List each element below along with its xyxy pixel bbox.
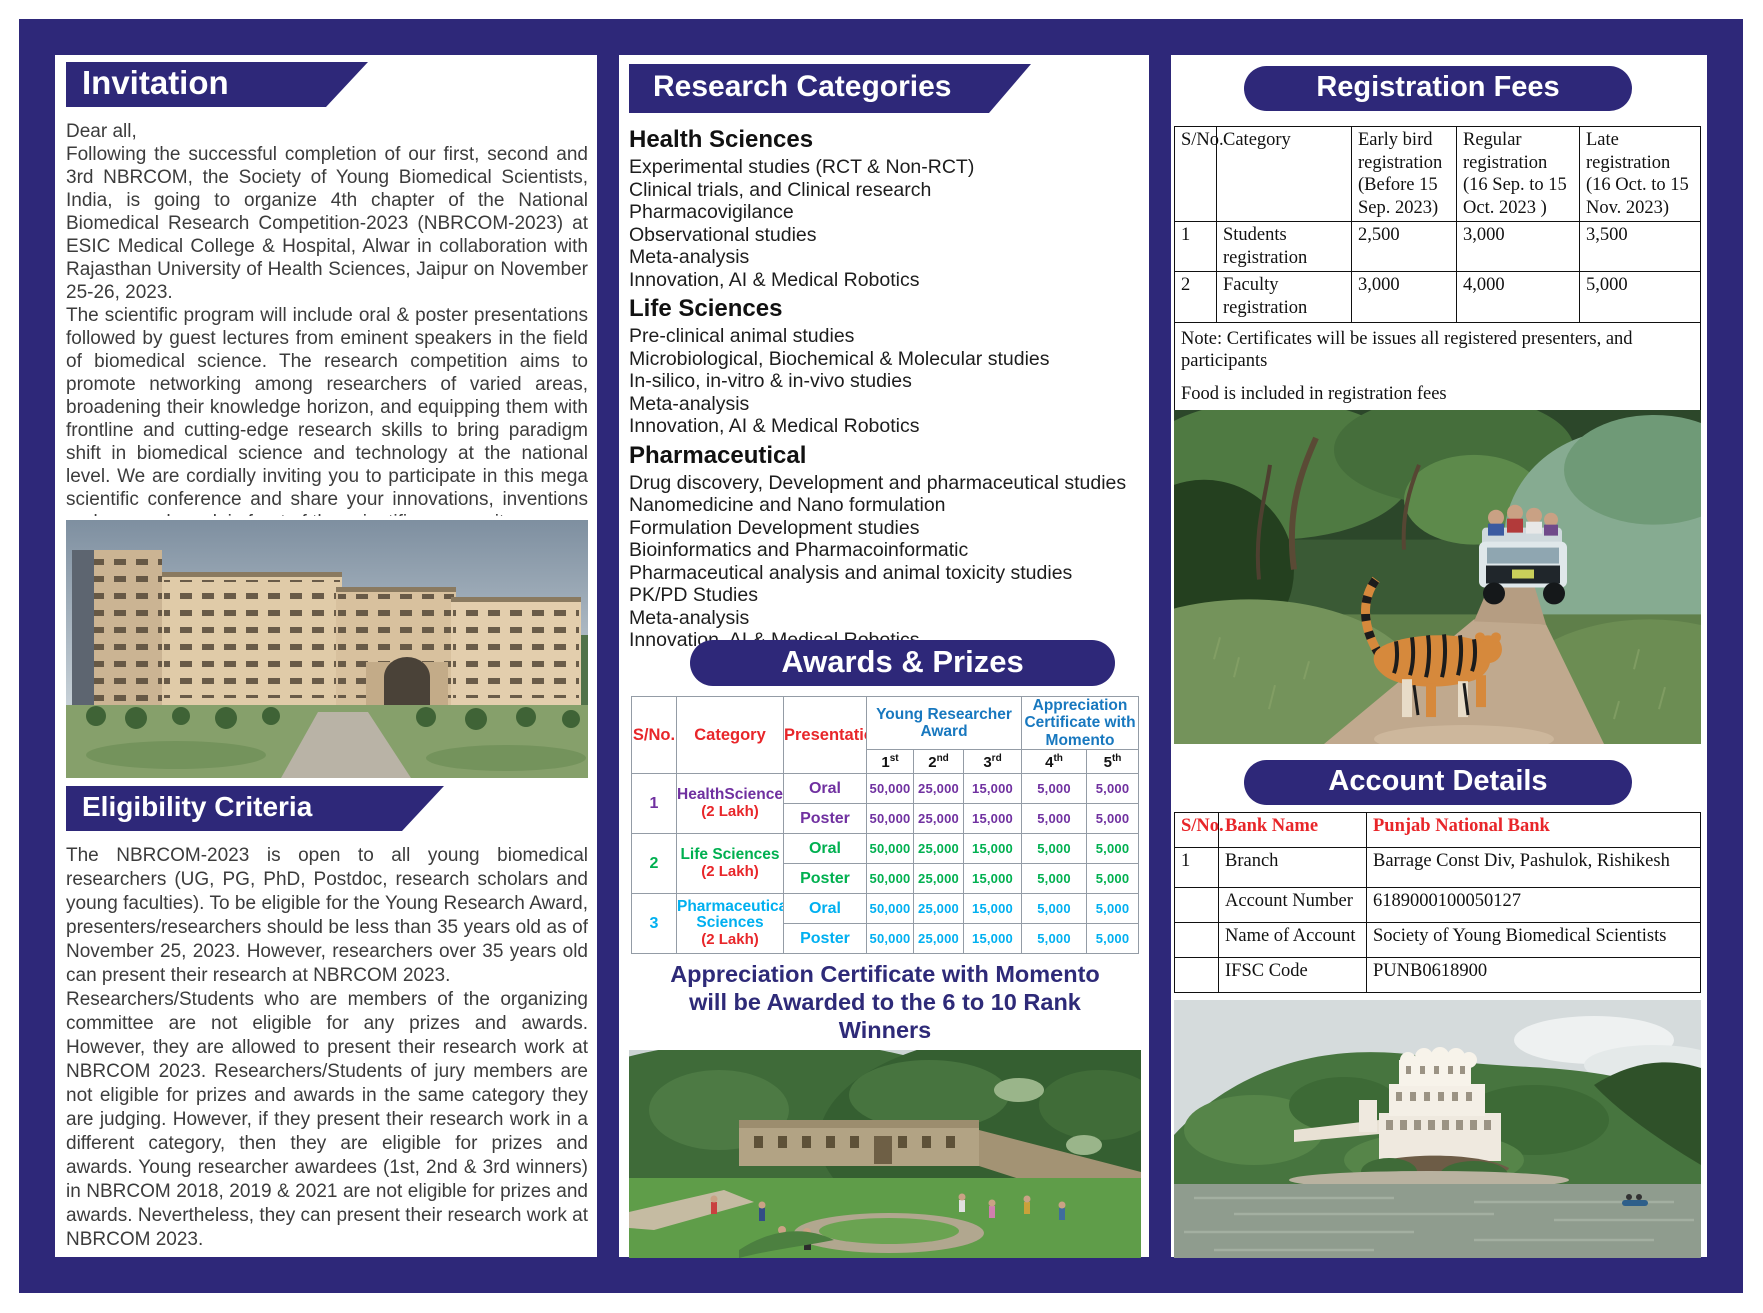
group-heading: Life Sciences <box>629 295 783 322</box>
column-divider <box>1149 55 1171 1257</box>
research-categories-banner: Research Categories <box>629 64 1031 113</box>
right-column: Registration Fees S/No. Category Early b… <box>1174 62 1702 1258</box>
eligibility-banner: Eligibility Criteria <box>66 786 444 831</box>
category-cell: Life Sciences (2 Lakh) <box>676 833 784 895</box>
table-row: 2 Faculty registration 3,000 4,000 5,000 <box>1174 271 1701 323</box>
table-row: IFSC Code PUNB0618900 <box>1174 957 1701 993</box>
col-presentation: Presentation <box>783 695 867 775</box>
registration-note: Food is included in registration fees <box>1181 383 1447 404</box>
research-categories-list: Health Sciences Experimental studies (RC… <box>629 122 1141 652</box>
category-cell: HealthSciences (2 Lakh) <box>676 773 784 835</box>
registration-fees-banner: Registration Fees <box>1244 66 1632 111</box>
eligibility-title: Eligibility Criteria <box>82 791 313 822</box>
invitation-text: Dear all, Following the successful compl… <box>66 120 588 516</box>
research-item: In-silico, in-vitro & in-vivo studies <box>629 370 912 392</box>
eligibility-paragraph: The NBRCOM-2023 is open to all young bio… <box>66 845 588 986</box>
account-details-banner: Account Details <box>1244 760 1632 805</box>
account-table: S/No. Bank Name Punjab National Bank 1 Bran… <box>1174 812 1701 993</box>
col-group-appreciation: Appreciation Certificate with Momento <box>1021 695 1139 751</box>
middle-column: Research Categories Health Sciences Expe… <box>629 62 1141 1258</box>
lake-palace-photo <box>1174 1000 1701 1258</box>
registration-note: Note: Certificates will be issues all re… <box>1181 328 1633 372</box>
invitation-paragraph: Dear all, <box>66 121 137 142</box>
research-item: Nanomedicine and Nano formulation <box>629 494 946 516</box>
rank-3: 3rd <box>963 749 1022 775</box>
research-item: Innovation, AI & Medical Robotics <box>629 268 920 291</box>
rank-1: 1st <box>866 749 914 775</box>
research-item: Innovation, AI & Medical Robotics <box>629 415 920 437</box>
invitation-paragraph: Following the successful completion of o… <box>66 144 588 303</box>
table-row: 3 Pharmaceutical Sciences (2 Lakh) Oral … <box>631 893 1139 955</box>
bhangarh-fort-photo <box>629 1050 1141 1258</box>
research-categories-title: Research Categories <box>653 70 952 103</box>
research-item: Pre-clinical animal studies <box>629 325 855 347</box>
medical-college-photo <box>66 520 588 778</box>
table-row: Poster 50,000 25,000 15,000 5,000 5,000 <box>632 923 1139 955</box>
research-item: Microbiological, Biochemical & Molecular… <box>629 347 1050 370</box>
table-header-row: S/No. Category Early bird registration (… <box>1174 125 1701 223</box>
table-row: Name of Account Society of Young Biomedic… <box>1174 922 1701 958</box>
research-item: Pharmacovigilance <box>629 201 794 223</box>
research-item: Drug discovery, Development and pharmace… <box>629 471 1127 494</box>
appreciation-note: Appreciation Certificate with Momento wi… <box>670 961 1100 1043</box>
registration-table: S/No. Category Early bird registration (… <box>1174 125 1701 419</box>
col-group-young-researcher: Young Researcher Award <box>866 695 1022 751</box>
safari-jeep <box>1479 504 1567 605</box>
eligibility-text: The NBRCOM-2023 is open to all young bio… <box>66 844 588 1258</box>
col-sno: S/No. <box>631 695 677 775</box>
research-item: Formulation Development studies <box>629 516 920 539</box>
research-item: Pharmaceutical analysis and animal toxic… <box>629 561 1073 584</box>
eligibility-paragraph: Researchers/Students who are members of … <box>66 989 588 1250</box>
left-column: Invitation Dear all, Following the succe… <box>66 62 588 1258</box>
table-row: Account Number 6189000100050127 <box>1174 887 1701 923</box>
research-item: Bioinformatics and Pharmacoinformatic <box>629 539 969 561</box>
column-divider <box>597 55 619 1257</box>
awards-banner: Awards & Prizes <box>690 640 1115 686</box>
group-heading: Health Sciences <box>629 126 814 153</box>
rank-5: 5th <box>1086 749 1139 775</box>
registration-fees-title: Registration Fees <box>1316 70 1560 103</box>
table-row: 1 Students registration 2,500 3,000 3,50… <box>1174 221 1701 273</box>
research-item: Meta-analysis <box>629 606 750 629</box>
table-rank-row: 1st 2nd 3rd 4th 5th <box>632 749 1139 775</box>
table-note-row: Note: Certificates will be issues all re… <box>1174 321 1701 419</box>
research-item: Clinical trials, and Clinical research <box>629 178 932 201</box>
rank-2: 2nd <box>913 749 964 775</box>
table-row: Poster 50,000 25,000 15,000 5,000 5,000 <box>632 803 1139 835</box>
col-category: Category <box>676 695 784 775</box>
invitation-paragraph: The scientific program will include oral… <box>66 305 588 516</box>
research-item: Experimental studies (RCT & Non-RCT) <box>629 156 975 178</box>
research-item: Meta-analysis <box>629 246 750 268</box>
research-item: Observational studies <box>629 223 817 246</box>
research-item: PK/PD Studies <box>629 584 758 606</box>
invitation-title: Invitation <box>82 64 229 101</box>
table-row: S/No. Bank Name Punjab National Bank <box>1174 812 1701 848</box>
palace <box>1294 1047 1501 1161</box>
category-cell: Pharmaceutical Sciences (2 Lakh) <box>676 893 784 955</box>
group-heading: Pharmaceutical <box>629 441 807 469</box>
table-row: 1 HealthSciences (2 Lakh) Oral 50,000 25… <box>631 773 1139 835</box>
research-item: Meta-analysis <box>629 392 750 415</box>
tiger <box>1361 576 1502 718</box>
table-header-row: S/No. Category Presentation Young Resear… <box>631 695 1139 775</box>
rank-4: 4th <box>1021 749 1087 775</box>
tiger-safari-photo <box>1174 410 1701 744</box>
table-row: 1 Branch Barrage Const Div, Pashulok, Rish… <box>1174 847 1701 888</box>
awards-table: S/No. Category Presentation Young Resear… <box>631 695 1139 955</box>
account-details-title: Account Details <box>1328 764 1548 797</box>
invitation-banner: Invitation <box>66 62 368 107</box>
table-row: 2 Life Sciences (2 Lakh) Oral 50,000 25,… <box>631 833 1139 895</box>
awards-title: Awards & Prizes <box>781 643 1024 679</box>
